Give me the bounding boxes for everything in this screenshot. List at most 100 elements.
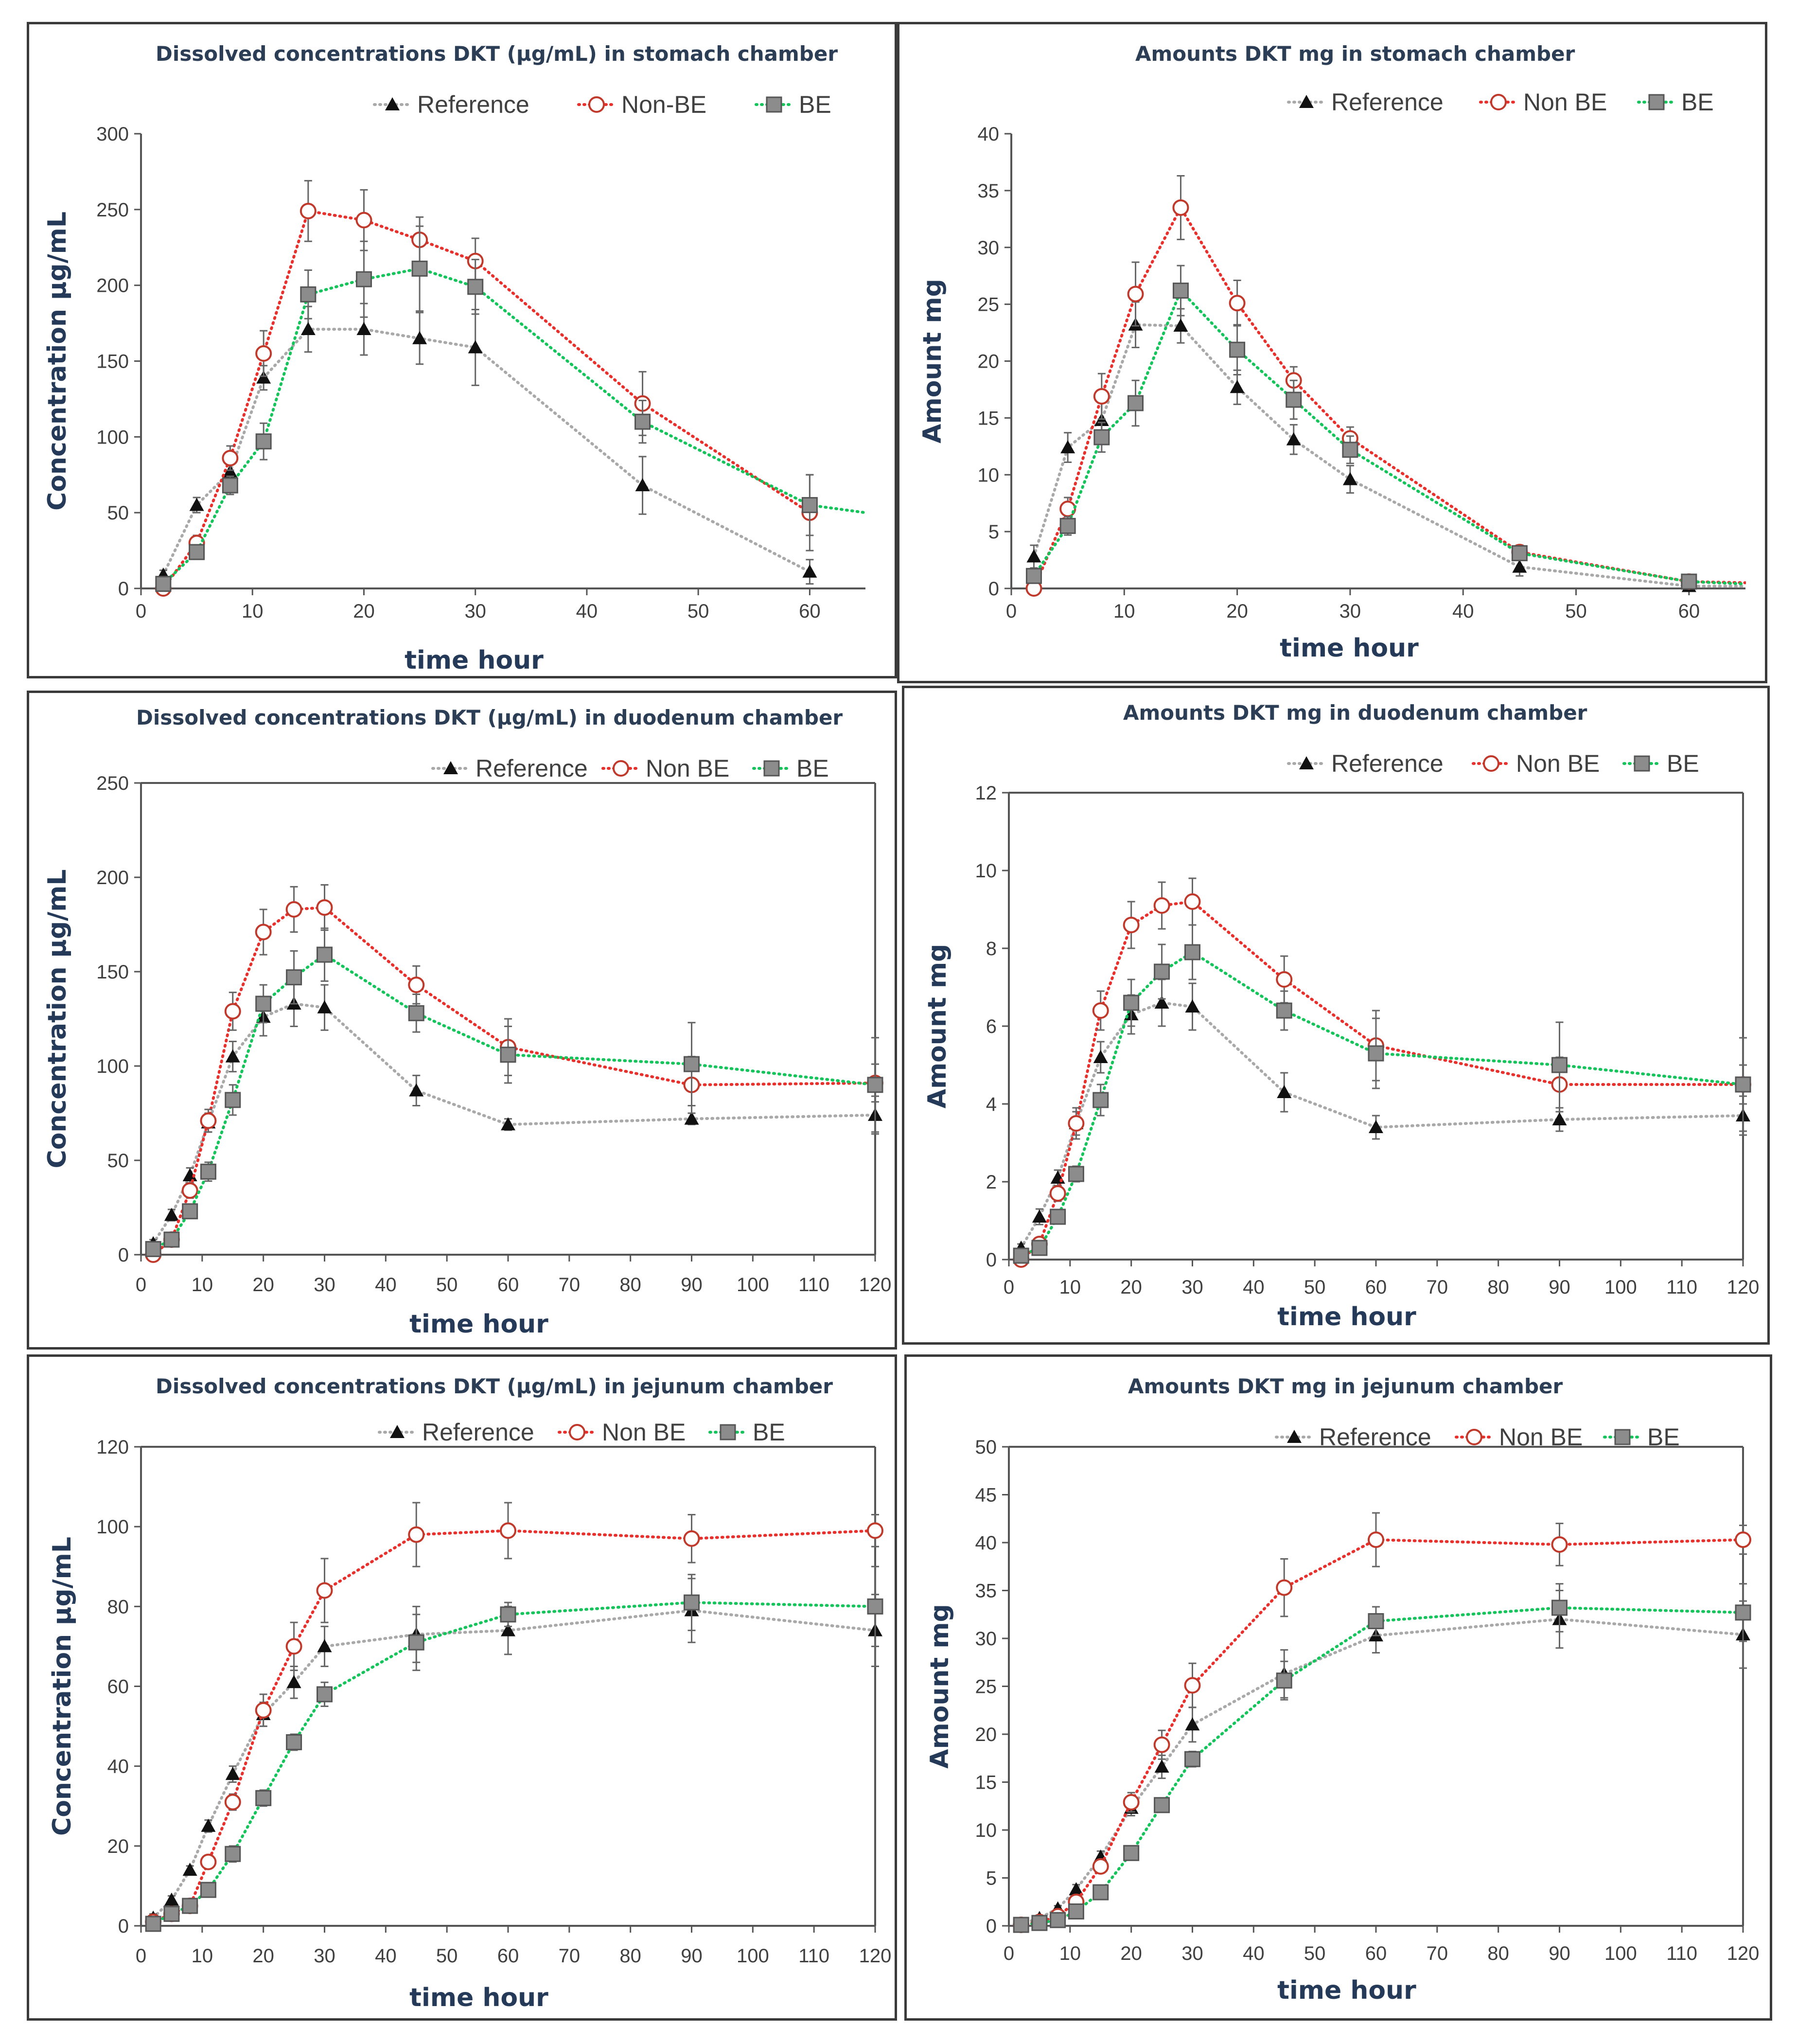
x-tick-label: 30 (314, 1945, 335, 1967)
data-point (1172, 199, 1189, 216)
legend-item: BE (1603, 1423, 1680, 1451)
x-tick-label: 120 (859, 1274, 892, 1296)
x-tick-label: 120 (859, 1945, 892, 1967)
data-point (225, 1767, 240, 1780)
series-line (161, 267, 866, 586)
y-tick-label: 25 (975, 1676, 997, 1698)
data-point (1229, 295, 1246, 312)
data-point (255, 924, 272, 941)
legend-item: Non-BE (577, 91, 706, 118)
data-point (164, 1208, 179, 1221)
y-tick-label: 35 (975, 1581, 997, 1602)
legend-marker (1648, 94, 1665, 110)
data-point (1032, 1209, 1047, 1223)
data-point (181, 1182, 198, 1199)
x-tick-label: 80 (619, 1945, 641, 1967)
y-tick-label: 150 (96, 961, 129, 983)
data-point (1153, 897, 1170, 914)
data-point (1173, 319, 1188, 332)
data-point (355, 271, 372, 287)
data-point (1069, 1882, 1084, 1896)
series-reference (1026, 301, 1746, 592)
x-tick-label: 0 (1006, 601, 1017, 622)
data-point (1286, 432, 1301, 445)
legend-item: Non BE (601, 755, 729, 782)
data-point (223, 464, 238, 478)
x-tick-label: 0 (136, 1945, 146, 1967)
x-tick-label: 30 (314, 1274, 335, 1296)
data-point (1128, 395, 1144, 411)
legend-label: BE (796, 755, 829, 782)
data-point (1172, 283, 1189, 299)
x-tick-label: 60 (497, 1274, 519, 1296)
series-line (1020, 1617, 1744, 1926)
legend-marker (766, 96, 782, 113)
data-point (408, 1005, 424, 1021)
y-tick-label: 0 (118, 1244, 129, 1266)
legend-marker (1299, 756, 1314, 769)
x-tick-label: 60 (497, 1945, 519, 1967)
x-axis-label: time hour (405, 646, 544, 675)
data-point (182, 1203, 198, 1220)
data-point (356, 322, 371, 336)
data-point (408, 1634, 424, 1651)
series-line (1032, 323, 1746, 588)
data-point (316, 899, 333, 916)
data-point (1276, 1579, 1293, 1596)
data-point (1286, 391, 1302, 408)
chart-svg: Dissolved concentrations DKT (µg/mL) in … (43, 706, 892, 1339)
data-point (684, 1594, 700, 1611)
chart-panel-duodenum-concentration: Dissolved concentrations DKT (µg/mL) in … (27, 691, 897, 1350)
chart-panel-jejunum-concentration: Dissolved concentrations DKT (µg/mL) in … (27, 1354, 897, 2021)
data-point (300, 202, 317, 219)
y-tick-label: 100 (96, 1056, 129, 1077)
data-point (1277, 1085, 1292, 1098)
data-point (163, 1905, 180, 1922)
data-point (285, 1638, 302, 1655)
x-tick-label: 10 (192, 1274, 213, 1296)
data-point (1184, 944, 1200, 960)
y-tick-label: 150 (96, 351, 129, 373)
series-be (155, 225, 866, 592)
x-tick-label: 20 (1120, 1277, 1142, 1298)
y-tick-label: 15 (978, 408, 1000, 429)
chart-title: Dissolved concentrations DKT (µg/mL) in … (156, 1374, 833, 1398)
data-point (1068, 1903, 1084, 1920)
data-point (1123, 1845, 1140, 1861)
y-tick-label: 0 (118, 578, 129, 600)
data-point (634, 413, 651, 430)
data-point (1050, 1209, 1066, 1225)
data-point (1276, 1002, 1292, 1019)
series-line (152, 1609, 876, 1920)
y-axis-label: Concentration µg/mL (43, 870, 72, 1169)
y-tick-label: 12 (975, 782, 997, 804)
x-tick-label: 20 (252, 1945, 274, 1967)
data-point (1049, 1185, 1066, 1202)
data-point (316, 1582, 333, 1599)
legend-item: BE (1637, 89, 1714, 116)
x-tick-label: 70 (559, 1274, 581, 1296)
data-point (300, 286, 317, 302)
x-tick-label: 60 (1678, 601, 1700, 622)
data-point (802, 564, 817, 578)
x-tick-label: 10 (1059, 1277, 1081, 1298)
data-point (411, 260, 428, 277)
data-point (182, 1168, 197, 1182)
legend-item: BE (708, 1419, 785, 1446)
y-tick-label: 10 (975, 860, 997, 882)
legend-label: Reference (1331, 89, 1444, 116)
series-line (152, 1601, 876, 1925)
series-line (1020, 1538, 1744, 1927)
data-point (684, 1056, 700, 1072)
data-point (200, 1163, 216, 1180)
data-point (1153, 1736, 1170, 1753)
data-point (1013, 1917, 1029, 1933)
data-point (1184, 893, 1201, 910)
x-tick-label: 0 (136, 601, 146, 622)
data-point (501, 1623, 515, 1636)
series-non-be (1025, 175, 1746, 597)
data-point (286, 1675, 301, 1689)
data-point (1123, 995, 1140, 1011)
data-point (224, 1003, 241, 1020)
x-tick-label: 60 (1365, 1943, 1387, 1964)
